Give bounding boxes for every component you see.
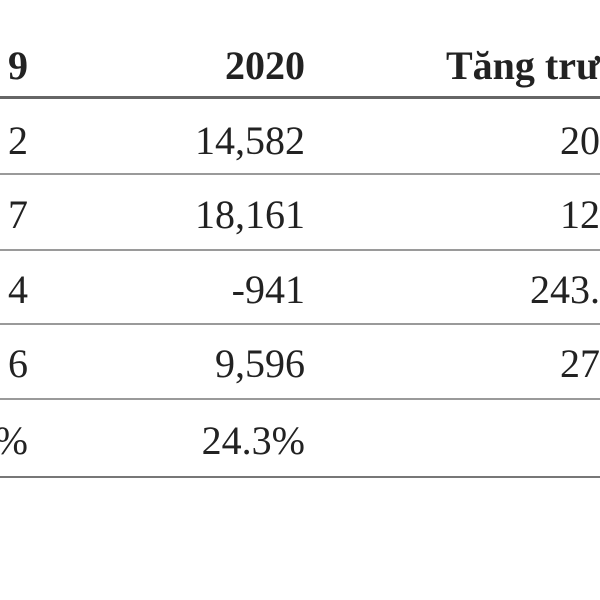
table-cell: 4 [8,267,28,312]
table-cell: % [0,421,28,461]
header-rule [0,96,600,99]
table-cell: 24.3% [201,418,305,463]
table-cell: -941 [231,267,305,312]
table-cell: 27 [560,341,600,386]
table-cell: 7 [8,192,28,237]
row-rule [0,173,600,175]
table-cell: 12 [560,192,600,237]
table-cell: 9,596 [215,341,305,386]
bottom-rule [0,476,600,478]
row-rule [0,249,600,251]
table-cell: 20 [560,118,600,163]
row-rule [0,323,600,325]
table-cell: 6 [8,341,28,386]
row-rule [0,398,600,400]
table-cell: 18,161 [195,192,305,237]
table-cell: 2 [8,118,28,163]
header-cell: 9 [8,43,28,88]
header-cell: Tăng trư [445,43,600,88]
table-cell: 243. [530,267,600,312]
header-cell: 2020 [225,43,305,88]
table-cell: 14,582 [195,118,305,163]
